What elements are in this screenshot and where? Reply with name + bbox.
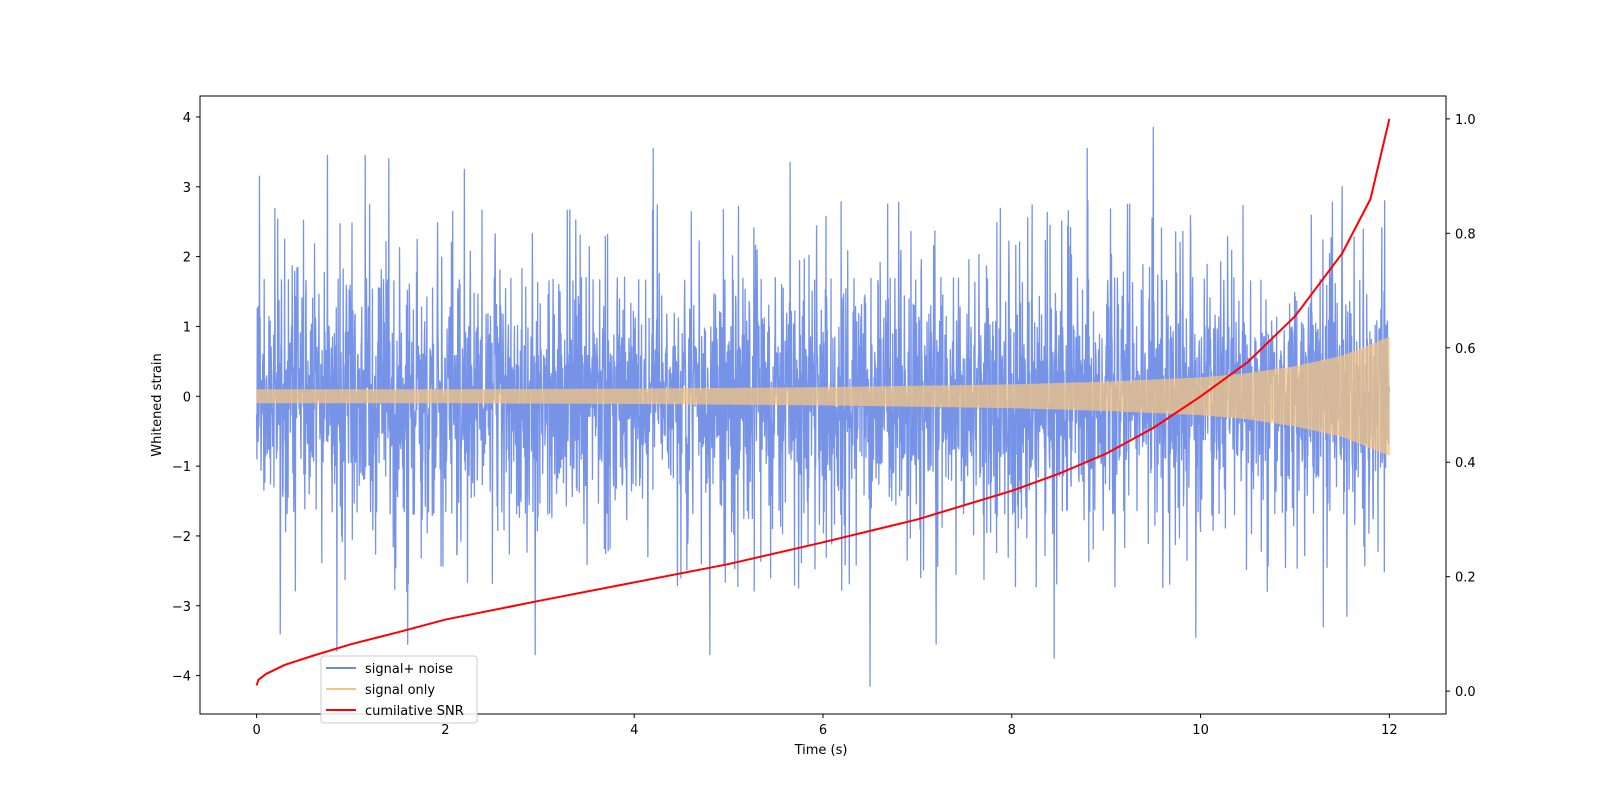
legend-label-signal-noise: signal+ noise bbox=[365, 662, 453, 677]
x-axis-label: Time (s) bbox=[794, 743, 848, 758]
y2-tick-label: 0.2 bbox=[1455, 571, 1476, 586]
y-axis-label: Whitened strain bbox=[150, 353, 165, 456]
x-tick-label: 0 bbox=[252, 723, 260, 738]
y-tick-label: −1 bbox=[172, 460, 191, 475]
y-axis-left: 4 3 2 1 0 −1 −2 −3 −4 bbox=[172, 111, 200, 685]
y2-tick-label: 1.0 bbox=[1455, 113, 1476, 128]
signal-only-series bbox=[256, 337, 1390, 456]
x-tick-label: 10 bbox=[1192, 723, 1209, 738]
signal-plus-noise-line bbox=[255, 126, 1391, 687]
signal-only-line bbox=[256, 337, 1390, 456]
y2-tick-label: 0.4 bbox=[1455, 456, 1476, 471]
y-tick-label: 4 bbox=[183, 111, 191, 126]
signal-plus-noise-series bbox=[255, 126, 1391, 687]
cumulative-snr-line bbox=[255, 118, 1391, 686]
y-tick-label: 3 bbox=[183, 181, 191, 196]
x-tick-label: 6 bbox=[819, 723, 827, 738]
x-axis: 0 2 4 6 8 10 12 bbox=[252, 714, 1398, 738]
legend-label-cumulative-snr: cumilative SNR bbox=[365, 704, 464, 719]
y-axis-right: 1.0 0.8 0.6 0.4 0.2 0.0 bbox=[1446, 113, 1476, 700]
legend: signal+ noise signal only cumilative SNR bbox=[320, 655, 478, 724]
y-tick-label: 0 bbox=[183, 390, 191, 405]
y2-tick-label: 0.8 bbox=[1455, 227, 1476, 242]
y-tick-label: 2 bbox=[183, 251, 191, 266]
y-tick-label: −2 bbox=[172, 530, 191, 545]
y-tick-label: 1 bbox=[183, 320, 191, 335]
legend-box bbox=[320, 655, 478, 724]
y-tick-label: −3 bbox=[172, 600, 191, 615]
y-tick-label: −4 bbox=[172, 670, 191, 685]
x-tick-label: 2 bbox=[441, 723, 449, 738]
x-tick-label: 4 bbox=[630, 723, 638, 738]
legend-label-signal-only: signal only bbox=[365, 683, 435, 698]
x-tick-label: 8 bbox=[1008, 723, 1016, 738]
x-tick-label: 12 bbox=[1381, 723, 1398, 738]
y2-tick-label: 0.0 bbox=[1455, 685, 1476, 700]
cumulative-snr-series bbox=[255, 118, 1391, 686]
y2-tick-label: 0.6 bbox=[1455, 342, 1476, 357]
